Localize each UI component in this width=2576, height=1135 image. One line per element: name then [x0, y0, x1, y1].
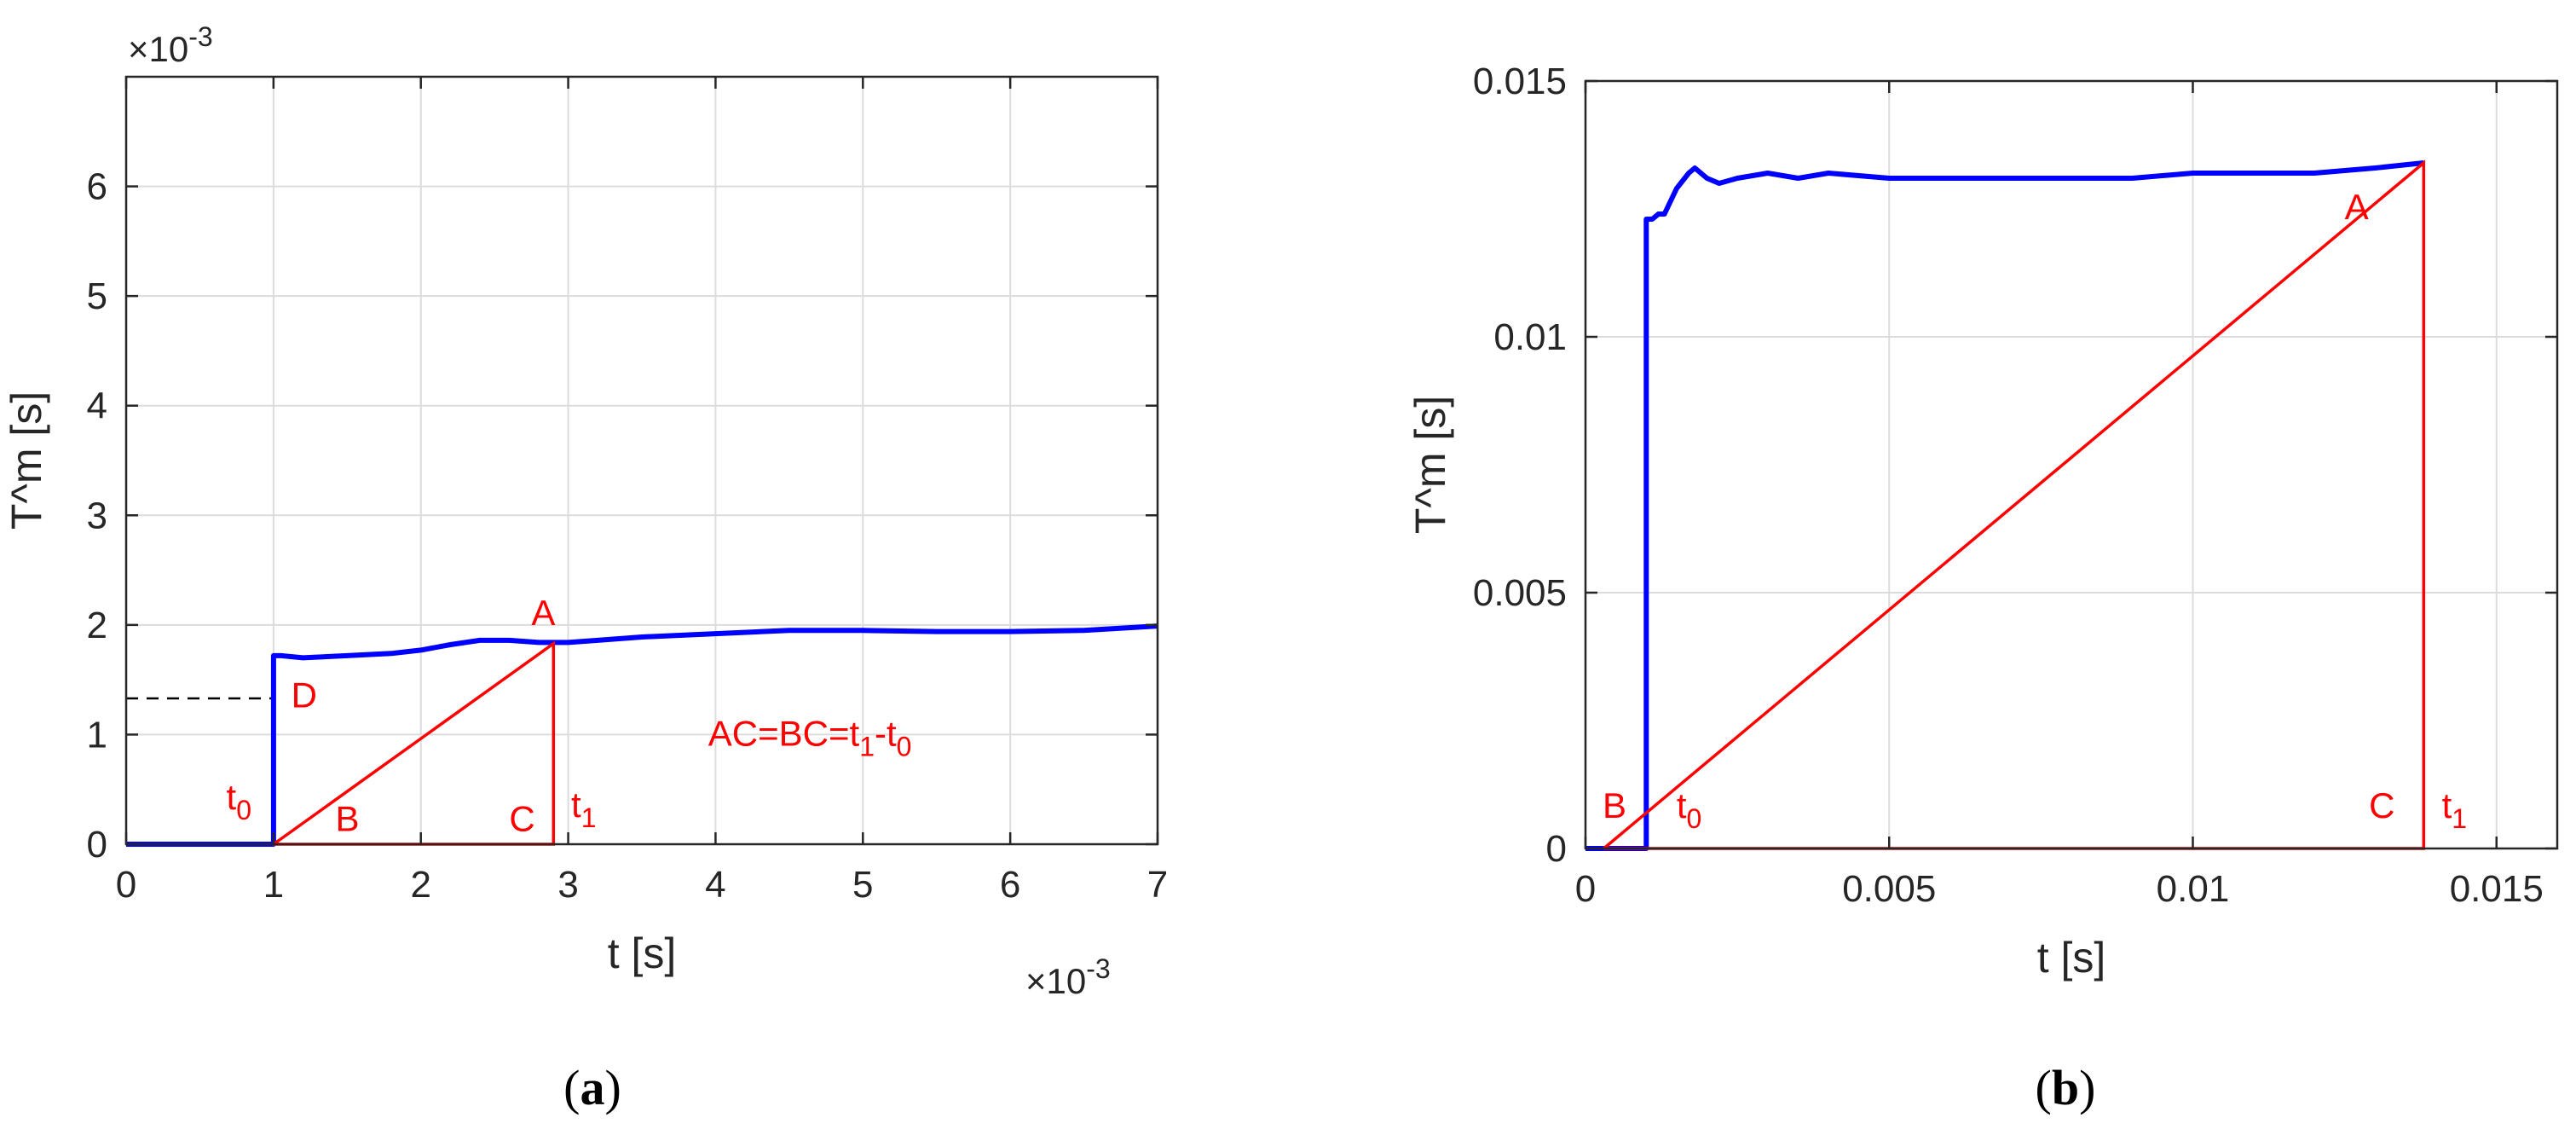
annotation-label-after-a-6: -t: [875, 713, 897, 753]
caption-b: (b): [2036, 1060, 2096, 1115]
axes-box-a: [124, 75, 1159, 846]
x-axis-label-a: t [s]: [608, 929, 677, 977]
x-scale-power-a: -3: [1086, 953, 1110, 984]
annotation-label-main-a-4: t: [227, 777, 237, 817]
caption-b-close: ): [2079, 1060, 2095, 1115]
annotation-label-main-a-5: t: [571, 785, 581, 825]
x-tick-label-a-2: 2: [410, 864, 430, 906]
y-scale-times-a: ×10: [128, 29, 188, 69]
annotation-label-sub2-a-6: 0: [897, 731, 912, 761]
x-tick-label-a-4: 4: [705, 864, 725, 906]
x-tick-label-a-1: 1: [263, 864, 284, 906]
annotation-label-a-2: C: [509, 799, 534, 839]
annotation-label-main-b-1: B: [1603, 785, 1626, 825]
x-tick-label-b-1: 0.005: [1842, 868, 1936, 910]
annotation-label-main-b-4: t: [2442, 785, 2452, 825]
x-scale-label-a: ×10-3: [1025, 953, 1111, 1001]
x-scale-times-a: ×10: [1025, 961, 1086, 1001]
x-tick-label-b-0: 0: [1575, 868, 1596, 910]
annotation-label-main-b-3: t: [1677, 785, 1687, 825]
series-line-a-0: [126, 623, 1158, 847]
caption-a-open: (: [563, 1060, 580, 1115]
series-line-b-0: [1585, 160, 2424, 851]
x-tick-label-a-5: 5: [852, 864, 873, 906]
x-tick-label-a-0: 0: [116, 864, 136, 906]
annotation-label-main-b-0: A: [2345, 187, 2369, 227]
annotation-label-sub-a-6: 1: [859, 731, 875, 761]
annotation-label-b-2: C: [2369, 785, 2394, 825]
axes-box-b: [1584, 79, 2559, 850]
y-tick-label-a-4: 4: [87, 385, 107, 427]
annotation-label-sub-b-4: 1: [2452, 803, 2467, 834]
x-tick-label-b-2: 0.01: [2157, 868, 2230, 910]
annotation-label-a-3: D: [292, 675, 317, 715]
annotation-label-a-1: B: [335, 799, 359, 839]
x-axis-label-b: t [s]: [2037, 934, 2106, 982]
annotation-label-sub-b-3: 0: [1687, 803, 1702, 834]
annotation-label-main-a-1: B: [335, 799, 359, 839]
y-tick-label-b-3: 0.015: [1473, 61, 1567, 102]
caption-b-open: (: [2036, 1060, 2052, 1115]
annotation-label-b-1: B: [1603, 785, 1626, 825]
y-tick-label-a-0: 0: [87, 824, 107, 866]
plot-area-a: [126, 77, 1158, 844]
x-tick-label-b-3: 0.015: [2450, 868, 2544, 910]
annotation-label-b-0: A: [2345, 187, 2369, 227]
y-scale-power-a: -3: [188, 21, 212, 52]
annotation-label-sub-a-4: 0: [236, 795, 251, 825]
annotation-label-a-0: A: [531, 593, 555, 633]
y-tick-label-a-1: 1: [87, 714, 107, 756]
annotation-label-main-b-2: C: [2369, 785, 2394, 825]
x-tick-label-a-6: 6: [1000, 864, 1020, 906]
y-tick-label-a-2: 2: [87, 605, 107, 646]
y-tick-label-b-2: 0.01: [1493, 316, 1567, 358]
annotation-label-main-a-3: D: [292, 675, 317, 715]
plot-area-b: [1585, 81, 2557, 848]
annotation-label-main-a-6: AC=BC=t: [708, 713, 860, 753]
y-axis-label-a: T^m [s]: [3, 391, 50, 530]
y-tick-label-a-3: 3: [87, 495, 107, 536]
annotation-label-a-6: AC=BC=t1-t0: [708, 713, 912, 761]
caption-a: (a): [563, 1060, 621, 1115]
x-tick-label-a-3: 3: [557, 864, 578, 906]
y-tick-label-b-1: 0.005: [1473, 572, 1567, 614]
chart-panel-b: 0 0.005 0.01 0.015 0 0.005 0.01 0.015 t [s] T^m […: [1406, 61, 2559, 982]
annotation-label-main-a-2: C: [509, 799, 534, 839]
caption-a-letter: a: [580, 1060, 605, 1115]
caption-a-close: ): [605, 1060, 621, 1115]
y-tick-label-a-6: 6: [87, 166, 107, 208]
annotation-label-a-5: t1: [571, 785, 596, 833]
y-axis-label-b: T^m [s]: [1406, 396, 1454, 534]
annotation-label-b-3: t0: [1677, 785, 1701, 834]
annotation-label-a-4: t0: [227, 777, 251, 825]
annotation-label-sub-a-5: 1: [581, 802, 597, 833]
x-tick-label-a-7: 7: [1147, 864, 1168, 906]
annotation-label-main-a-0: A: [531, 593, 555, 633]
y-tick-label-a-5: 5: [87, 275, 107, 317]
caption-b-letter: b: [2052, 1060, 2079, 1115]
y-scale-label-a: ×10-3: [128, 21, 213, 69]
y-tick-label-b-0: 0: [1546, 828, 1567, 870]
annotation-label-b-4: t1: [2442, 785, 2467, 834]
